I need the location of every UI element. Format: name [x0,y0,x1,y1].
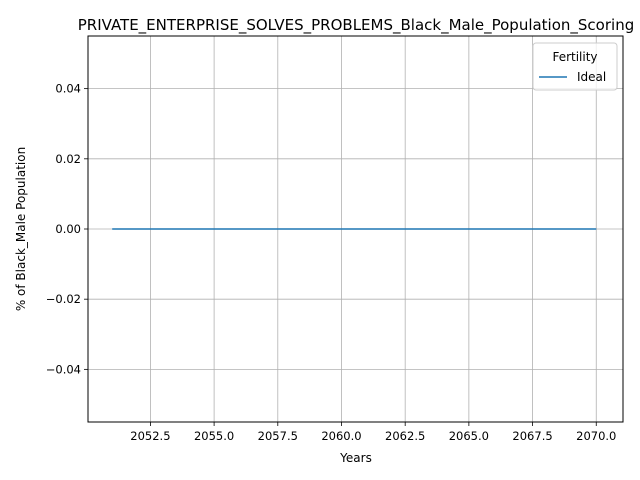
y-axis-label: % of Black_Male Population [14,147,28,311]
x-axis-ticks: 2052.5 2055.0 2057.5 2060.0 2062.5 2065.0 2067… [130,422,616,443]
legend-title: Fertility [552,50,597,64]
legend-box [532,42,618,91]
y-tick-label: 0.00 [55,222,81,236]
x-tick-label: 2062.5 [385,429,425,443]
x-tick-label: 2065.0 [449,429,489,443]
x-tick-label: 2070.0 [576,429,616,443]
chart-title: PRIVATE_ENTERPRISE_SOLVES_PROBLEMS_Black… [78,16,634,35]
y-tick-label: 0.02 [55,152,81,166]
y-tick-label: 0.04 [55,82,81,96]
y-tick-label: −0.04 [46,362,81,376]
y-axis-ticks: −0.04 −0.02 0.00 0.02 0.04 [46,82,88,376]
x-tick-label: 2055.0 [194,429,234,443]
x-tick-label: 2067.5 [512,429,552,443]
x-tick-label: 2052.5 [130,429,170,443]
legend: Fertility Ideal [532,42,618,91]
x-axis-label: Years [339,451,372,465]
legend-label-ideal: Ideal [577,70,606,84]
y-tick-label: −0.02 [46,292,81,306]
x-tick-label: 2057.5 [258,429,298,443]
x-tick-label: 2060.0 [321,429,361,443]
